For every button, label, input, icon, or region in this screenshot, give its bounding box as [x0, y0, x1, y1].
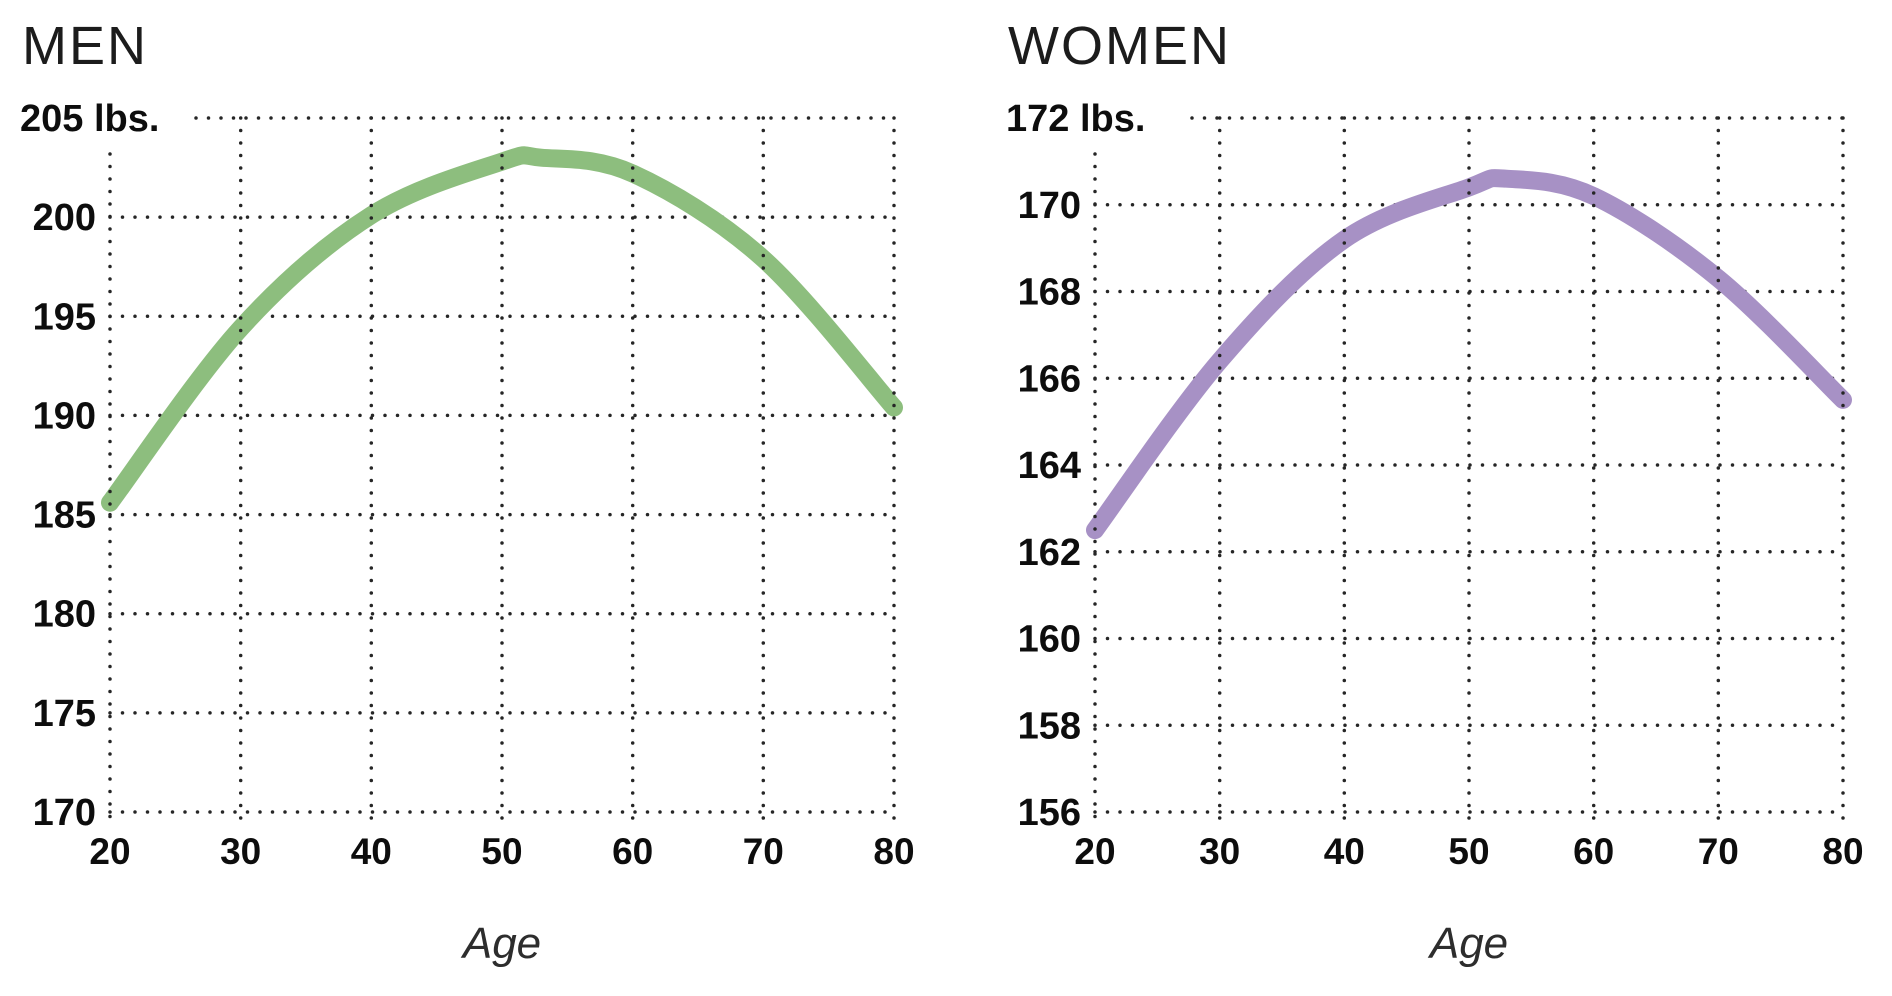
y-tick-label: 162: [1018, 532, 1081, 574]
y-tick-label: 166: [1018, 358, 1081, 400]
y-tick-label: 200: [33, 197, 96, 239]
y-tick-label: 195: [33, 296, 96, 338]
men-x-axis-title: Age: [460, 919, 541, 968]
x-tick-label: 70: [743, 831, 784, 872]
men-chart: 170 175 180 185 190 195 200 20 30 40 50 60 70 80: [33, 116, 915, 872]
y-tick-label: 170: [1018, 185, 1081, 227]
weight-curve: [101, 146, 903, 512]
x-tick-label: 40: [351, 831, 392, 872]
y-tick-label: 160: [1018, 619, 1081, 661]
x-tick-label: 20: [1074, 831, 1115, 872]
x-tick-label: 30: [220, 831, 261, 872]
x-tick-label: 20: [89, 831, 130, 872]
women-x-axis-title: Age: [1427, 919, 1508, 968]
men-chart-title: MEN: [22, 16, 148, 76]
x-tick-label: 60: [612, 831, 653, 872]
men-y-axis-top-label: 205 lbs.: [20, 98, 159, 140]
y-tick-label: 180: [33, 594, 96, 636]
x-tick-label: 50: [481, 831, 522, 872]
y-tick-label: 156: [1018, 792, 1081, 834]
y-tick-label: 170: [33, 792, 96, 834]
x-tick-label: 60: [1573, 831, 1614, 872]
x-tick-label: 30: [1199, 831, 1240, 872]
y-tick-label: 168: [1018, 272, 1081, 314]
women-y-axis-top-label: 172 lbs.: [1006, 98, 1145, 140]
x-tick-label: 80: [873, 831, 914, 872]
y-tick-label: 185: [33, 495, 96, 537]
weight-curve: [1086, 169, 1852, 540]
x-tick-label: 70: [1698, 831, 1739, 872]
y-tick-label: 158: [1018, 705, 1081, 747]
x-tick-label: 80: [1822, 831, 1863, 872]
x-tick-label: 40: [1324, 831, 1365, 872]
y-tick-label: 190: [33, 395, 96, 437]
y-tick-label: 164: [1018, 445, 1081, 487]
x-tick-label: 50: [1448, 831, 1489, 872]
women-chart-title: WOMEN: [1008, 16, 1231, 76]
women-chart: 156 158 160 162 164 166 168 170 20 30 40 50 60 70 80: [1018, 116, 1864, 872]
y-tick-label: 175: [33, 693, 96, 735]
